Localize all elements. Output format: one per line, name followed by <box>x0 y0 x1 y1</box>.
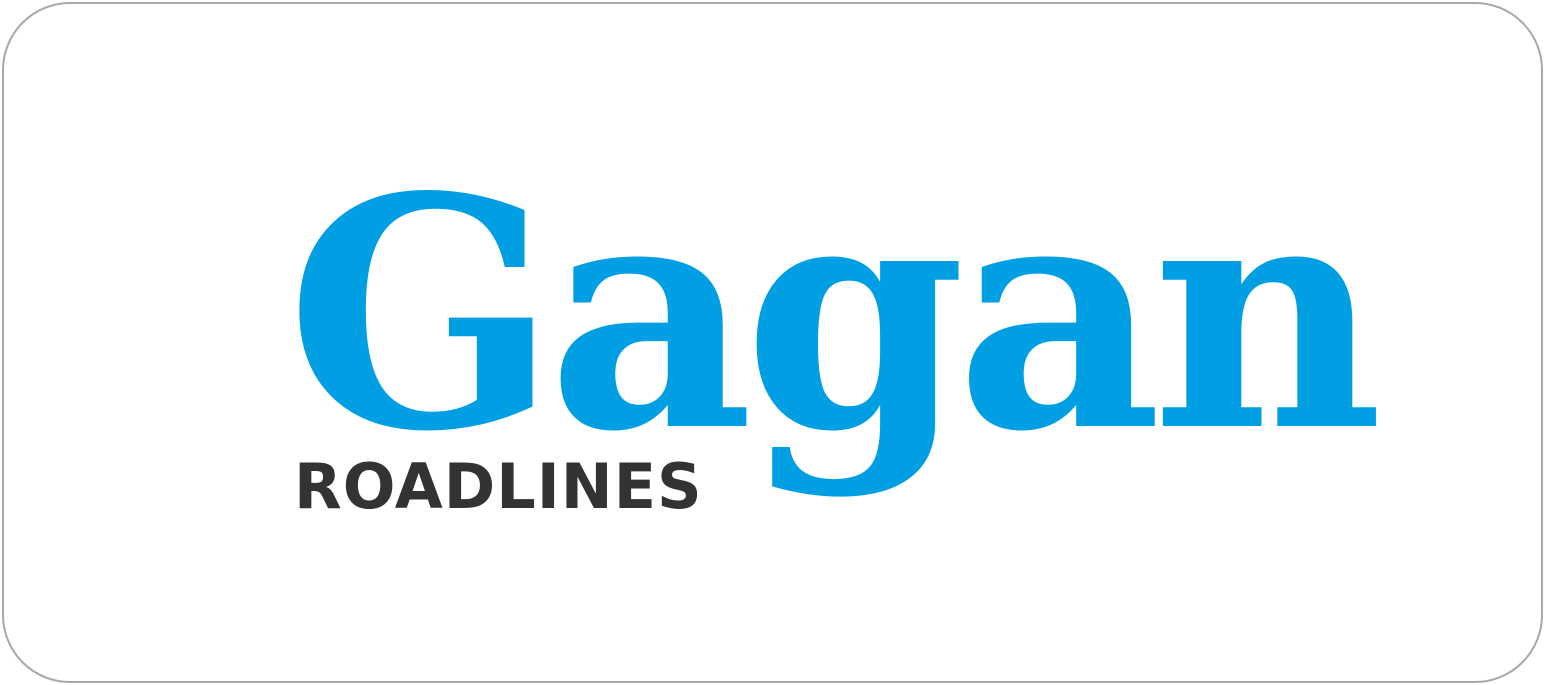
brand-name: Gagan <box>286 127 1383 501</box>
brand-tagline: ROADLINES <box>294 450 703 523</box>
